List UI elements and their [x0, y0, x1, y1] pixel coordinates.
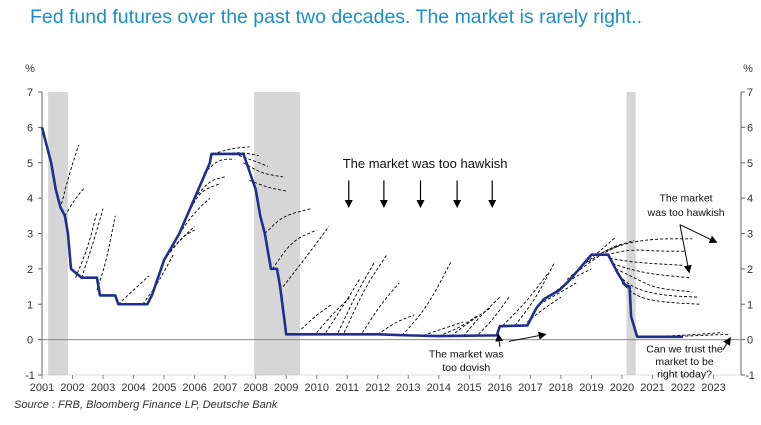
y-tick-label-right: 1: [747, 299, 753, 311]
fed-funds-series: [40, 127, 684, 339]
annotation-3: The market was: [429, 348, 504, 360]
x-tick-label: 2014: [427, 382, 451, 394]
x-tick-label: 2020: [610, 382, 634, 394]
futures-path-43: [606, 249, 687, 256]
futures-path-27: [377, 314, 415, 335]
y-tick-label-right: 5: [747, 158, 753, 170]
futures-path-35: [514, 261, 556, 326]
x-tick-label: 2013: [396, 382, 420, 394]
y-tick-label-left: -1: [25, 370, 35, 382]
annotation-6: market to be: [655, 356, 714, 368]
x-tick-label: 2023: [701, 382, 725, 394]
futures-path-46: [615, 268, 693, 293]
futures-path-20: [282, 226, 330, 287]
y-tick-label-right: 4: [747, 193, 753, 205]
futures-path-22: [316, 296, 351, 333]
futures-path-34: [502, 272, 550, 326]
x-tick-label: 2016: [488, 382, 512, 394]
pointer-arrow-2: [495, 333, 504, 347]
y-tick-label-right: 0: [747, 335, 753, 347]
y-unit-left: %: [25, 63, 35, 75]
chart-title: Fed fund futures over the past two decad…: [30, 6, 643, 28]
recession-band-0: [48, 92, 68, 375]
y-tick-label-right: 2: [747, 264, 753, 276]
x-tick-label: 2011: [335, 382, 359, 394]
x-tick-label: 2008: [243, 382, 267, 394]
pointer-arrow-1: [679, 224, 692, 274]
futures-path-33: [478, 296, 510, 335]
x-tick-label: 2007: [213, 382, 237, 394]
futures-path-25: [343, 254, 388, 333]
x-tick-label: 2017: [518, 382, 542, 394]
futures-path-44: [609, 257, 684, 266]
recession-band-2: [626, 92, 636, 375]
y-unit-right: %: [743, 63, 753, 75]
futures-path-4: [96, 215, 116, 291]
annotations: The market was too hawkish The market was …: [343, 156, 731, 380]
x-tick-label: 2012: [366, 382, 390, 394]
y-tick-label-left: 7: [27, 87, 33, 99]
annotation-4: too dovish: [442, 362, 490, 374]
futures-path-19: [272, 229, 317, 270]
futures-path-37: [539, 282, 577, 305]
x-tick-label: 2022: [671, 382, 695, 394]
annotation-0: The market was too hawkish: [343, 156, 508, 171]
x-tick-label: 2004: [121, 382, 145, 394]
y-tick-label-left: 1: [27, 299, 33, 311]
futures-path-9: [178, 197, 211, 234]
x-tick-label: 2002: [60, 382, 84, 394]
futures-path-26: [362, 282, 400, 333]
annotation-2: was too hawkish: [647, 207, 725, 219]
annotation-1: The market: [660, 193, 713, 205]
series-line-fed-funds: [40, 127, 684, 339]
y-tick-label-left: 2: [27, 264, 33, 276]
annotation-5: Can we trust the: [646, 344, 723, 356]
y-tick-label-left: 0: [27, 335, 33, 347]
x-tick-label: 2001: [30, 382, 54, 394]
recession-band-1: [254, 92, 300, 375]
y-tick-label-right: -1: [745, 370, 755, 382]
x-tick-label: 2018: [549, 382, 573, 394]
x-tick-label: 2003: [91, 382, 115, 394]
source-note: Source : FRB, Bloomberg Finance LP, Deut…: [14, 399, 278, 411]
futures-path-17: [249, 180, 287, 192]
pointer-arrow-0: [679, 224, 718, 243]
x-tick-label: 2005: [152, 382, 176, 394]
futures-path-10: [188, 183, 220, 213]
futures-path-29: [423, 321, 464, 336]
y-tick-label-right: 6: [747, 122, 753, 134]
futures-path-32: [462, 296, 501, 337]
axes: % % -1 -1 0 0 1 1 2 2 3 3 4 4 5 5 6 6 7 7 2001 2002 2003 2004 20…: [25, 63, 755, 394]
recession-bands: [48, 92, 636, 375]
y-tick-label-left: 6: [27, 122, 33, 134]
x-tick-label: 2010: [304, 382, 328, 394]
futures-path-23: [325, 279, 360, 333]
futures-path-16: [243, 162, 284, 178]
x-tick-label: 2015: [457, 382, 481, 394]
pointer-arrow-3: [508, 331, 547, 342]
x-tick-label: 2019: [579, 382, 603, 394]
futures-path-2: [75, 212, 98, 278]
y-tick-label-left: 4: [27, 193, 33, 205]
y-tick-label-right: 7: [747, 87, 753, 99]
annotation-7: right today?: [657, 368, 712, 380]
futures-path-21: [301, 303, 333, 330]
futures-path-45: [612, 263, 690, 279]
x-tick-label: 2006: [182, 382, 206, 394]
y-tick-label-left: 5: [27, 158, 33, 170]
x-tick-label: 2009: [274, 382, 298, 394]
pointer-arrow-4: [722, 337, 731, 351]
futures-path-5: [118, 275, 150, 305]
futures-path-42: [597, 238, 693, 256]
y-tick-label-left: 3: [27, 229, 33, 241]
futures-path-30: [438, 314, 479, 337]
y-tick-label-right: 3: [747, 229, 753, 241]
x-tick-label: 2021: [640, 382, 664, 394]
futures-path-24: [337, 261, 376, 333]
futures-path-3: [81, 208, 104, 278]
futures-path-28: [401, 261, 452, 336]
